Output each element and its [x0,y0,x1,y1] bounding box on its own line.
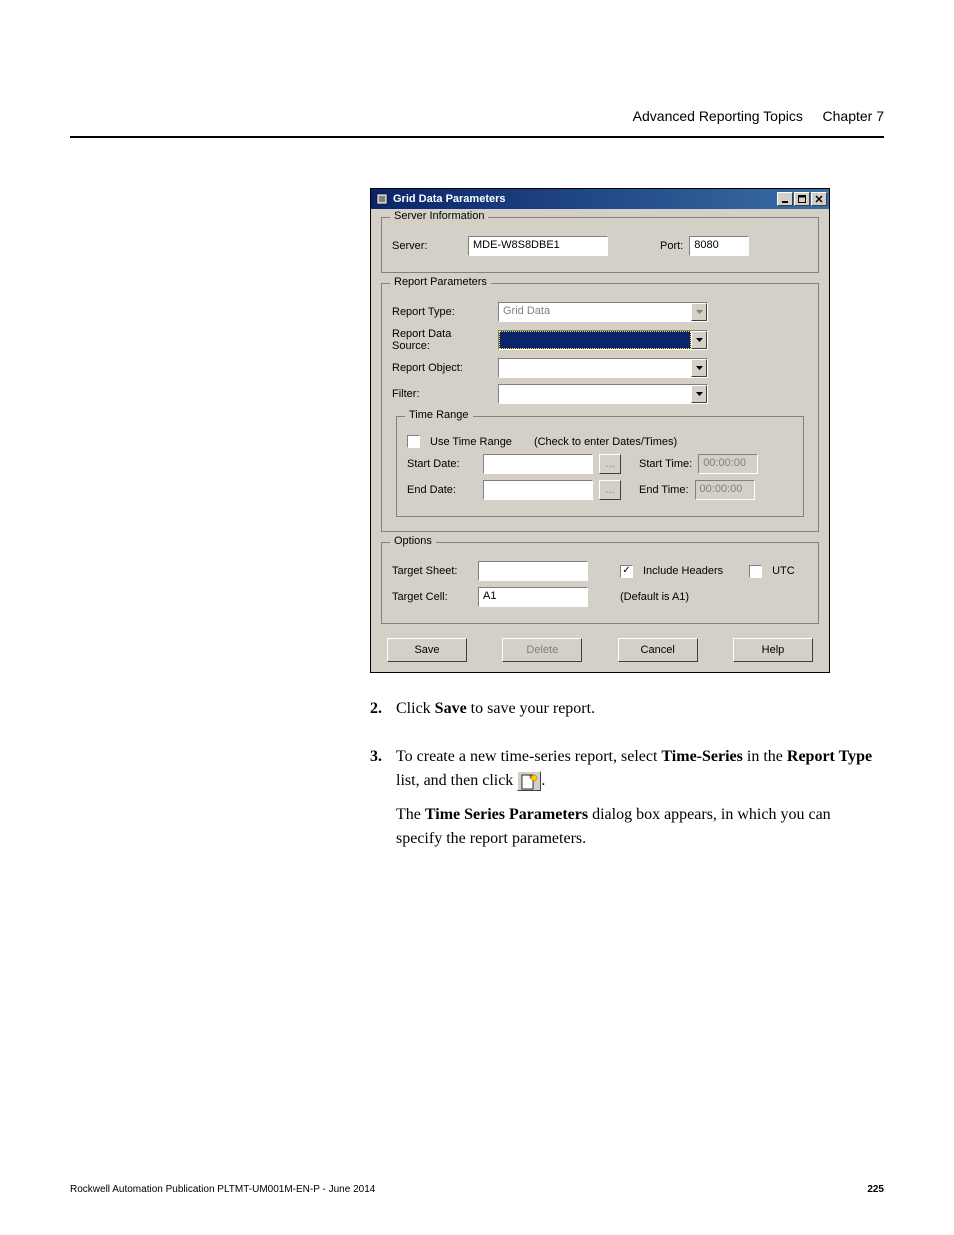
delete-button[interactable]: Delete [502,638,582,662]
report-parameters-group: Report Parameters Report Type: Grid Data… [381,283,819,532]
filter-label: Filter: [392,388,492,400]
instructions: 2. Click Save to save your report. 3. To… [370,697,880,861]
filter-value [499,385,691,403]
cancel-button[interactable]: Cancel [618,638,698,662]
filter-combo[interactable] [498,384,708,404]
end-time-label: End Time: [639,484,689,496]
report-type-label: Report Type: [392,306,492,318]
close-button[interactable] [811,192,827,206]
dialog-body: Server Information Server: MDE-W8S8DBE1 … [371,209,829,672]
start-time-label: Start Time: [639,458,692,470]
title-buttons [777,192,827,206]
button-row: Save Delete Cancel Help [381,634,819,662]
report-object-label: Report Object: [392,362,492,374]
header-text-light: Advanced Reporting Topics [633,108,803,124]
step-number: 3. [370,745,396,861]
start-time-input[interactable]: 00:00:00 [698,454,758,474]
footer-publication: Rockwell Automation Publication PLTMT-UM… [70,1184,375,1195]
options-legend: Options [390,535,436,547]
start-date-label: Start Date: [407,458,477,470]
report-type-combo[interactable]: Grid Data [498,302,708,322]
minimize-button[interactable] [777,192,793,206]
start-date-picker-button[interactable]: ... [599,454,621,474]
end-date-label: End Date: [407,484,477,496]
step-2: 2. Click Save to save your report. [370,697,880,731]
chevron-down-icon [691,303,707,321]
target-sheet-input[interactable] [478,561,588,581]
port-input[interactable]: 8080 [689,236,749,256]
dialog-title: Grid Data Parameters [393,193,777,205]
grid-data-parameters-dialog: Grid Data Parameters Server Information … [370,188,830,673]
report-object-value [499,359,691,377]
dialog-screenshot: Grid Data Parameters Server Information … [370,188,830,673]
end-date-picker-button[interactable]: ... [599,480,621,500]
footer-page-number: 225 [867,1184,884,1195]
utc-checkbox[interactable] [749,565,762,578]
page-header: Advanced Reporting Topics Chapter 7 [0,0,954,126]
time-range-group: Time Range Use Time Range (Check to ente… [396,416,804,517]
end-date-input[interactable] [483,480,593,500]
time-range-legend: Time Range [405,409,473,421]
new-report-icon [517,771,541,791]
step-body: Click Save to save your report. [396,697,880,731]
use-time-range-hint: (Check to enter Dates/Times) [534,436,677,448]
report-source-value [499,331,691,349]
port-label: Port: [660,240,683,252]
step-3: 3. To create a new time-series report, s… [370,745,880,861]
use-time-range-label: Use Time Range [430,436,512,448]
target-sheet-label: Target Sheet: [392,565,472,577]
report-type-value: Grid Data [499,303,691,321]
include-headers-label: Include Headers [643,565,723,577]
app-icon [375,192,389,206]
start-date-input[interactable] [483,454,593,474]
help-button[interactable]: Help [733,638,813,662]
report-source-combo[interactable] [498,330,708,350]
include-headers-checkbox[interactable]: ✓ [620,565,633,578]
chevron-down-icon [691,385,707,403]
maximize-button[interactable] [794,192,810,206]
page-footer: Rockwell Automation Publication PLTMT-UM… [70,1184,884,1195]
server-input[interactable]: MDE-W8S8DBE1 [468,236,608,256]
server-information-group: Server Information Server: MDE-W8S8DBE1 … [381,217,819,273]
target-cell-label: Target Cell: [392,591,472,603]
step-body: To create a new time-series report, sele… [396,745,880,861]
use-time-range-checkbox[interactable] [407,435,420,448]
report-object-combo[interactable] [498,358,708,378]
content-area: Grid Data Parameters Server Information … [0,138,954,861]
save-button[interactable]: Save [387,638,467,662]
end-time-input[interactable]: 00:00:00 [695,480,755,500]
chevron-down-icon [691,331,707,349]
target-cell-hint: (Default is A1) [620,591,689,603]
target-cell-input[interactable]: A1 [478,587,588,607]
server-group-legend: Server Information [390,210,488,222]
titlebar: Grid Data Parameters [371,189,829,209]
utc-label: UTC [772,565,795,577]
server-label: Server: [392,240,462,252]
options-group: Options Target Sheet: ✓ Include Headers … [381,542,819,624]
check-icon: ✓ [622,566,630,576]
document-page: Advanced Reporting Topics Chapter 7 Grid… [0,0,954,1235]
report-source-label: Report Data Source: [392,328,492,352]
report-group-legend: Report Parameters [390,276,491,288]
chevron-down-icon [691,359,707,377]
step-number: 2. [370,697,396,731]
header-text-bold: Chapter 7 [823,108,884,124]
